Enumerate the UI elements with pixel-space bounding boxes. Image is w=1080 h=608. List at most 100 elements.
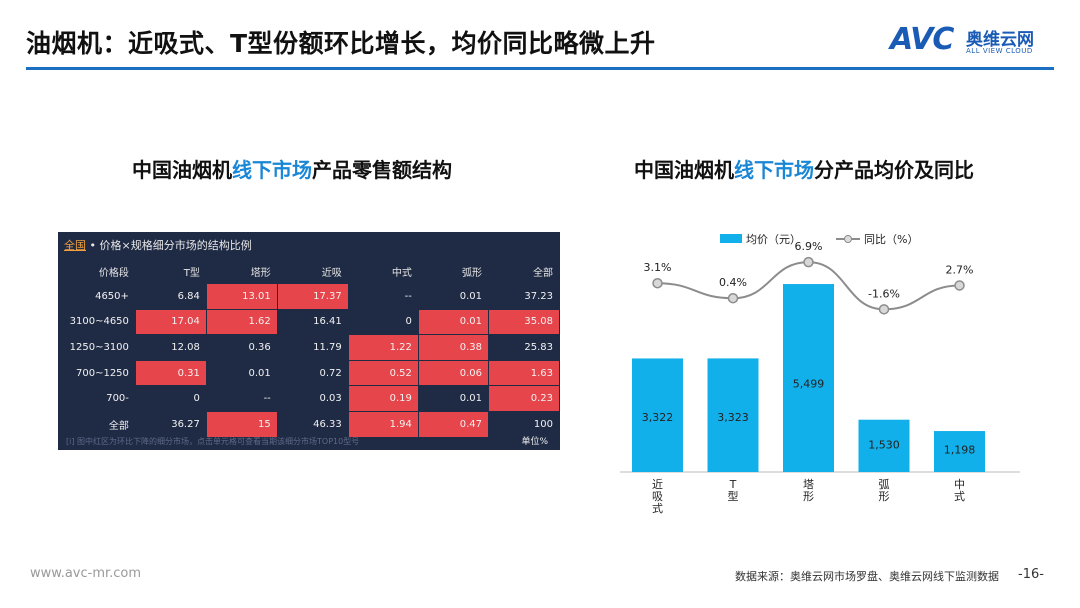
category-label-char: 近 <box>652 478 663 491</box>
table-cell[interactable]: 1.62 <box>205 308 278 336</box>
table-cell[interactable]: -- <box>347 283 419 310</box>
column-header: 塔形 <box>205 258 278 284</box>
row-label: 700- <box>62 385 136 412</box>
table-cell[interactable]: 17.04 <box>134 308 207 336</box>
logo-en: ALL VIEW CLOUD <box>966 47 1033 55</box>
yoy-value-label: -1.6% <box>868 287 900 300</box>
table-cell[interactable]: 16.41 <box>276 308 349 336</box>
data-source: 数据来源：奥维云网市场罗盘、奥维云网线下监测数据 <box>735 570 999 583</box>
table-cell[interactable]: 0.01 <box>205 359 278 387</box>
unit-label: 单位% <box>521 437 548 447</box>
right-title-post: 分产品均价及同比 <box>814 158 974 182</box>
table-cell[interactable]: 0.01 <box>417 385 490 412</box>
yoy-value-label: 2.7% <box>946 263 974 276</box>
table-cell[interactable]: 12.08 <box>134 334 207 361</box>
table-row: 4650+ 6.84 13.01 17.37 -- 0.01 37.23 <box>62 283 560 310</box>
row-label: 700~1250 <box>62 359 136 387</box>
category-label-char: 弧 <box>879 477 890 491</box>
category-label-char: 形 <box>879 490 890 503</box>
table-cell[interactable]: 1.94 <box>347 410 419 438</box>
legend-label-bar: 均价（元） <box>746 233 801 246</box>
yoy-value-label: 0.4% <box>719 276 747 289</box>
heatmap-table: 价格段 T型 塔形 近吸 中式 弧形 全部 4650+ 6.84 13.01 17.37 -- 0.01… <box>62 258 560 438</box>
page-title: 油烟机：近吸式、T型份额环比增长，均价同比略微上升 <box>26 29 656 58</box>
table-cell[interactable]: 11.79 <box>276 334 349 361</box>
yoy-point <box>652 277 663 289</box>
table-cell[interactable]: 0.31 <box>134 359 207 387</box>
yoy-point <box>954 280 965 291</box>
table-row: 1250~3100 12.08 0.36 11.79 1.22 0.38 25.83 <box>62 334 560 361</box>
bar-value-label: 3,323 <box>717 411 749 424</box>
left-title-pre: 中国油烟机 <box>132 158 232 182</box>
yoy-point <box>727 292 739 304</box>
bar <box>632 358 683 472</box>
bar-value-label: 1,530 <box>868 438 900 451</box>
table-cell[interactable]: 0 <box>134 385 207 412</box>
category-label-char: 式 <box>954 490 965 503</box>
bar <box>858 419 910 472</box>
table-cell[interactable]: 100 <box>488 410 560 438</box>
table-cell[interactable]: 0.03 <box>276 385 349 412</box>
table-cell[interactable]: 0.23 <box>488 385 560 412</box>
table-cell[interactable]: 17.37 <box>276 283 349 310</box>
table-row: 700- 0 -- 0.03 0.19 0.01 0.23 <box>62 385 560 412</box>
yoy-value-label: 3.1% <box>644 261 672 274</box>
left-title-highlight: 线下市场 <box>232 158 312 182</box>
bar <box>707 358 759 472</box>
yoy-point <box>878 304 890 315</box>
table-row: 3100~4650 17.04 1.62 16.41 0 0.01 35.08 <box>62 308 560 336</box>
yoy-point <box>803 256 814 268</box>
table-cell[interactable]: 0.01 <box>417 308 490 336</box>
bar <box>783 284 834 472</box>
panel-title: • 价格×规格细分市场的结构比例 <box>86 239 252 252</box>
row-label: 1250~3100 <box>62 334 136 361</box>
row-label: 4650+ <box>62 283 136 310</box>
category-label-char: 塔 <box>803 478 814 491</box>
table-cell[interactable]: 35.08 <box>488 308 560 336</box>
column-header: 中式 <box>347 258 419 284</box>
table-cell[interactable]: 0.72 <box>276 359 349 387</box>
table-cell[interactable]: 0.19 <box>347 385 419 412</box>
bar <box>934 431 985 472</box>
table-cell[interactable]: 1.22 <box>347 334 419 361</box>
category-label-char: 型 <box>728 489 739 503</box>
bar-value-label: 3,322 <box>642 411 674 424</box>
column-header: 近吸 <box>276 258 349 284</box>
table-cell[interactable]: 0.52 <box>347 359 419 387</box>
yoy-value-label: 6.9% <box>795 240 823 253</box>
column-header: 价格段 <box>62 258 136 284</box>
left-section-title: 中国油烟机线下市场产品零售额结构 <box>132 154 452 183</box>
category-label-char: T <box>729 478 737 491</box>
page-number: -16- <box>1018 567 1044 582</box>
column-header: 弧形 <box>417 258 490 284</box>
table-cell[interactable]: 6.84 <box>134 283 207 310</box>
avc-logo: AVC 奥维云网 ALL VIEW CLOUD <box>890 22 1060 62</box>
table-cell[interactable]: 37.23 <box>488 283 560 310</box>
table-cell[interactable]: -- <box>205 385 278 412</box>
table-cell[interactable]: 0.38 <box>417 334 490 361</box>
category-label-char: 吸 <box>652 490 663 503</box>
table-cell[interactable]: 0.06 <box>417 359 490 387</box>
table-cell[interactable]: 36.27 <box>134 410 207 438</box>
table-cell[interactable]: 0.01 <box>417 283 490 310</box>
table-cell[interactable]: 13.01 <box>205 283 278 310</box>
table-cell[interactable]: 1.63 <box>488 359 560 387</box>
legend-marker-line <box>844 235 852 243</box>
row-label: 全部 <box>62 410 136 438</box>
region-tag[interactable]: 全国 <box>64 239 86 252</box>
category-label-char: 中 <box>954 478 965 491</box>
heatmap-panel: 全国 • 价格×规格细分市场的结构比例 价格段 T型 塔形 近吸 中式 弧形 全部 4650+… <box>58 232 560 450</box>
price-yoy-chart: 均价（元） 同比（%）3,322近吸式3,323T型5,499塔形1,530弧形1… <box>620 233 1020 515</box>
bar-value-label: 5,499 <box>793 377 825 390</box>
table-cell[interactable]: 0 <box>347 308 419 336</box>
logo-cn: 奥维云网 <box>966 30 1034 50</box>
table-cell[interactable]: 0.47 <box>417 410 490 438</box>
panel-header: 全国 • 价格×规格细分市场的结构比例 <box>64 237 252 253</box>
table-cell[interactable]: 25.83 <box>488 334 560 361</box>
table-cell[interactable]: 0.36 <box>205 334 278 361</box>
table-cell[interactable]: 46.33 <box>276 410 349 438</box>
footer-url[interactable]: www.avc-mr.com <box>30 566 142 581</box>
legend-swatch-bar <box>720 234 742 243</box>
right-section-title: 中国油烟机线下市场分产品均价及同比 <box>634 154 974 183</box>
table-cell[interactable]: 15 <box>205 410 278 438</box>
